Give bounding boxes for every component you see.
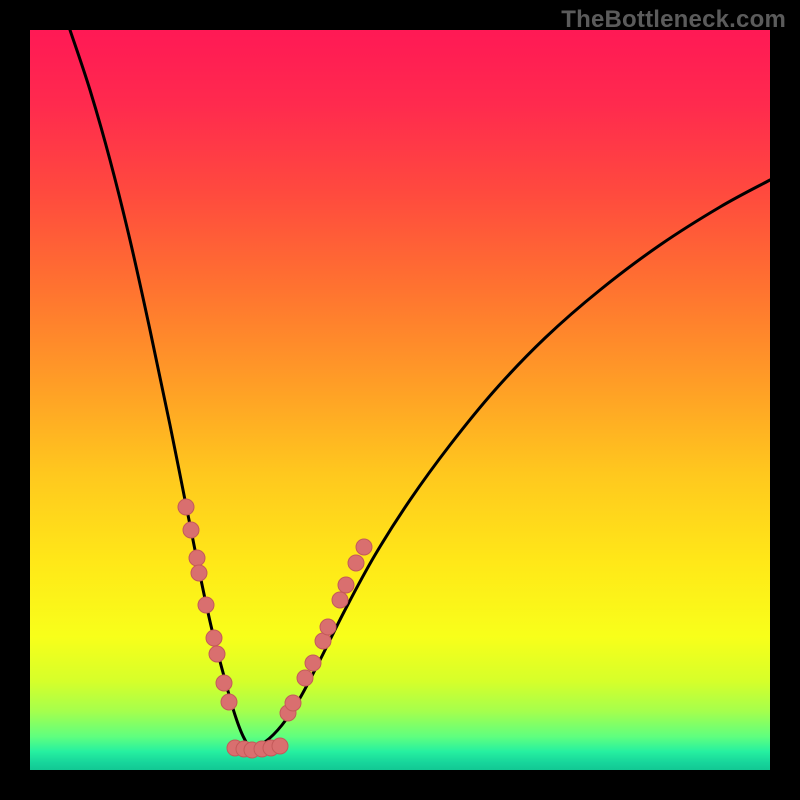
marker-dot — [189, 550, 205, 566]
marker-dot — [285, 695, 301, 711]
marker-dot — [209, 646, 225, 662]
marker-dot — [297, 670, 313, 686]
marker-dot — [221, 694, 237, 710]
marker-dot — [216, 675, 232, 691]
marker-dot — [183, 522, 199, 538]
marker-dot — [320, 619, 336, 635]
chart-svg — [30, 30, 770, 770]
marker-dot — [338, 577, 354, 593]
marker-dot — [206, 630, 222, 646]
marker-dot — [272, 738, 288, 754]
marker-dot — [305, 655, 321, 671]
plot-area — [30, 30, 770, 770]
marker-dot — [198, 597, 214, 613]
marker-dot — [348, 555, 364, 571]
marker-dot — [332, 592, 348, 608]
watermark-text: TheBottleneck.com — [561, 6, 786, 34]
marker-dot — [178, 499, 194, 515]
marker-dot — [356, 539, 372, 555]
gradient-background — [30, 30, 770, 770]
marker-dot — [191, 565, 207, 581]
